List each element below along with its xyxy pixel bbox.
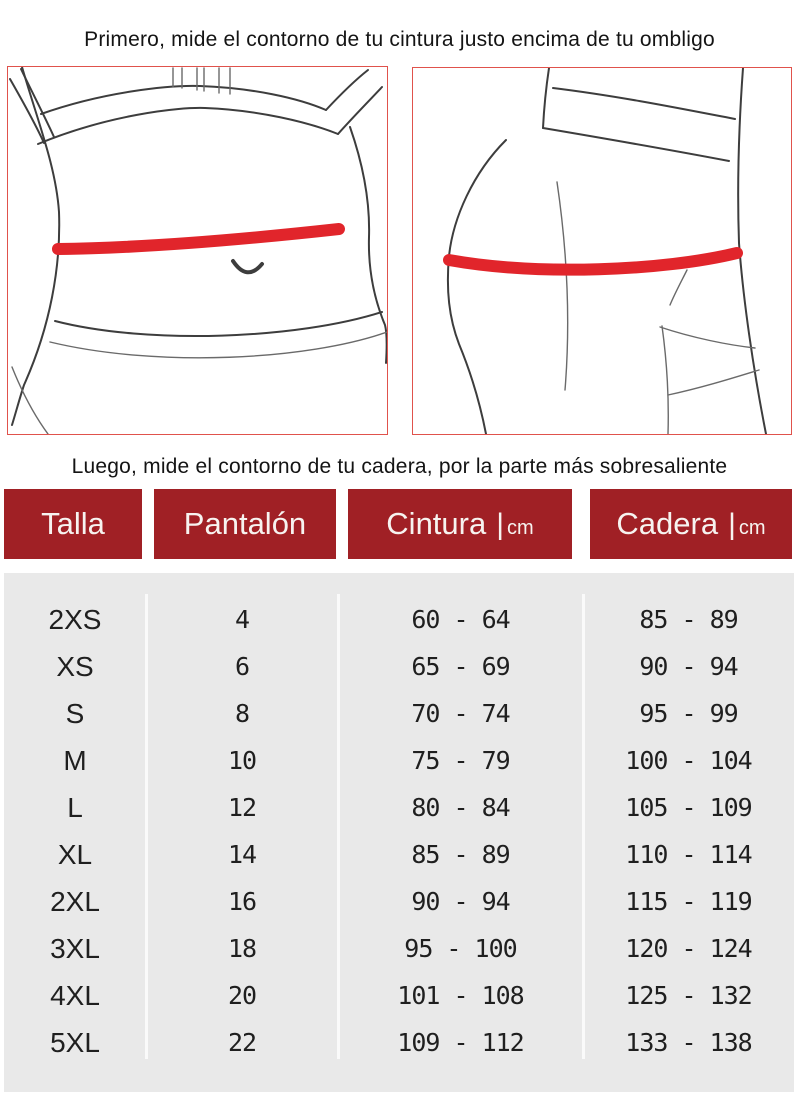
table-cell: 3XL [50, 932, 100, 964]
header-label: Talla [41, 506, 105, 541]
table-cell: 6 [234, 652, 250, 681]
waistband-lower-line [542, 127, 730, 162]
table-cell: 14 [227, 840, 257, 869]
hip-measure-line [443, 247, 743, 276]
table-cell: 18 [227, 934, 257, 963]
waist-measure-line [52, 223, 345, 255]
unit-separator: | [728, 508, 736, 541]
table-cell: 85 - 89 [639, 605, 738, 634]
table-cell: 5XL [50, 1026, 100, 1058]
table-cell: 10 [227, 746, 257, 775]
table-cell: 75 - 79 [411, 746, 510, 775]
table-cell: 120 - 124 [625, 934, 752, 963]
table-cell: 90 - 94 [411, 887, 510, 916]
table-cell: 22 [227, 1028, 257, 1057]
table-cell: 2XL [50, 885, 100, 917]
size-table-rows: 2XS 4 60 - 64 85 - 89 XS 6 65 - 69 90 - 94 S 8 70 … [4, 596, 794, 1066]
table-cell: 65 - 69 [411, 652, 510, 681]
waist-instruction: Primero, mide el contorno de tu cintura … [84, 28, 715, 51]
table-cell: 12 [227, 793, 257, 822]
hip-diagram-box [412, 67, 792, 435]
table-cell: 109 - 112 [397, 1028, 524, 1057]
table-row: 2XS 4 60 - 64 85 - 89 [4, 596, 794, 643]
hip-crease-line [669, 269, 688, 306]
table-cell: 85 - 89 [411, 840, 510, 869]
waist-diagram-box [7, 66, 388, 435]
table-cell: 95 - 100 [404, 934, 517, 963]
table-cell: 95 - 99 [639, 699, 738, 728]
table-cell: L [67, 791, 83, 823]
column-header-talla: Talla [4, 489, 142, 559]
size-table-body: 2XS 4 60 - 64 85 - 89 XS 6 65 - 69 90 - 94 S 8 70 … [4, 573, 794, 1092]
table-row: 2XL 16 90 - 94 115 - 119 [4, 878, 794, 925]
table-cell: 8 [234, 699, 250, 728]
waist-figure-illustration [9, 67, 387, 434]
bra-strap-left-line2 [9, 78, 45, 144]
header-label: Cintura [386, 506, 487, 541]
table-cell: XL [57, 838, 93, 870]
table-row: S 8 70 - 74 95 - 99 [4, 690, 794, 737]
cheek-separation-line [556, 181, 569, 391]
waistband-upper-line [54, 311, 383, 338]
table-cell: 20 [227, 981, 257, 1010]
waistband-upper-line [552, 87, 736, 120]
waistband-lower-line [49, 331, 387, 359]
table-cell: 90 - 94 [639, 652, 738, 681]
bra-strap-right-line [325, 69, 369, 111]
table-row: 3XL 18 95 - 100 120 - 124 [4, 925, 794, 972]
table-cell: 125 - 132 [625, 981, 752, 1010]
bra-band-lower-line [37, 106, 339, 145]
unit-separator: | [496, 508, 505, 541]
table-cell: XS [56, 650, 94, 682]
table-cell: 80 - 84 [411, 793, 510, 822]
torso-left-contour [11, 67, 61, 426]
table-cell: 100 - 104 [625, 746, 752, 775]
unit-label: cm [738, 517, 766, 539]
table-cell: 60 - 64 [411, 605, 510, 634]
table-row: XL 14 85 - 89 110 - 114 [4, 831, 794, 878]
table-cell: 115 - 119 [625, 887, 752, 916]
bra-strap-right-line2 [337, 86, 383, 135]
table-row: M 10 75 - 79 100 - 104 [4, 737, 794, 784]
hip-instruction: Luego, mide el contorno de tu cadera, po… [71, 455, 728, 478]
column-divider [145, 594, 148, 1059]
back-top-line [542, 68, 550, 129]
under-buttock-crease2 [667, 369, 760, 396]
torso-right-contour [349, 126, 387, 364]
table-row: 4XL 20 101 - 108 125 - 132 [4, 972, 794, 1019]
header-label: Cadera [616, 506, 719, 541]
table-cell: 105 - 109 [625, 793, 752, 822]
column-header-pantalon: Pantalón [154, 489, 336, 559]
hip-figure-illustration [443, 68, 767, 434]
table-row: XS 6 65 - 69 90 - 94 [4, 643, 794, 690]
bra-hook-lines [172, 67, 231, 95]
table-row: 5XL 22 109 - 112 133 - 138 [4, 1019, 794, 1066]
back-right-contour [737, 68, 767, 434]
hip-left-line [11, 366, 49, 434]
under-buttock-crease1 [659, 326, 756, 349]
table-cell: S [65, 697, 85, 729]
column-divider [337, 594, 340, 1059]
unit-label: cm [507, 517, 534, 539]
table-cell: M [63, 744, 87, 776]
table-cell: 110 - 114 [625, 840, 752, 869]
header-label: Pantalón [183, 506, 307, 541]
inner-leg-line [661, 325, 669, 434]
table-cell: 2XS [48, 603, 102, 635]
table-row: L 12 80 - 84 105 - 109 [4, 784, 794, 831]
column-divider [582, 594, 585, 1059]
table-cell: 16 [227, 887, 257, 916]
table-cell: 101 - 108 [397, 981, 524, 1010]
table-cell: 70 - 74 [411, 699, 510, 728]
bra-band-upper-line [40, 84, 327, 115]
table-cell: 4XL [50, 979, 100, 1011]
navel-mark [231, 259, 264, 275]
table-cell: 133 - 138 [625, 1028, 752, 1057]
column-header-cadera: Cadera | cm [590, 489, 792, 559]
column-header-cintura: Cintura | cm [348, 489, 572, 559]
table-cell: 4 [234, 605, 250, 634]
buttock-contour [446, 139, 507, 434]
